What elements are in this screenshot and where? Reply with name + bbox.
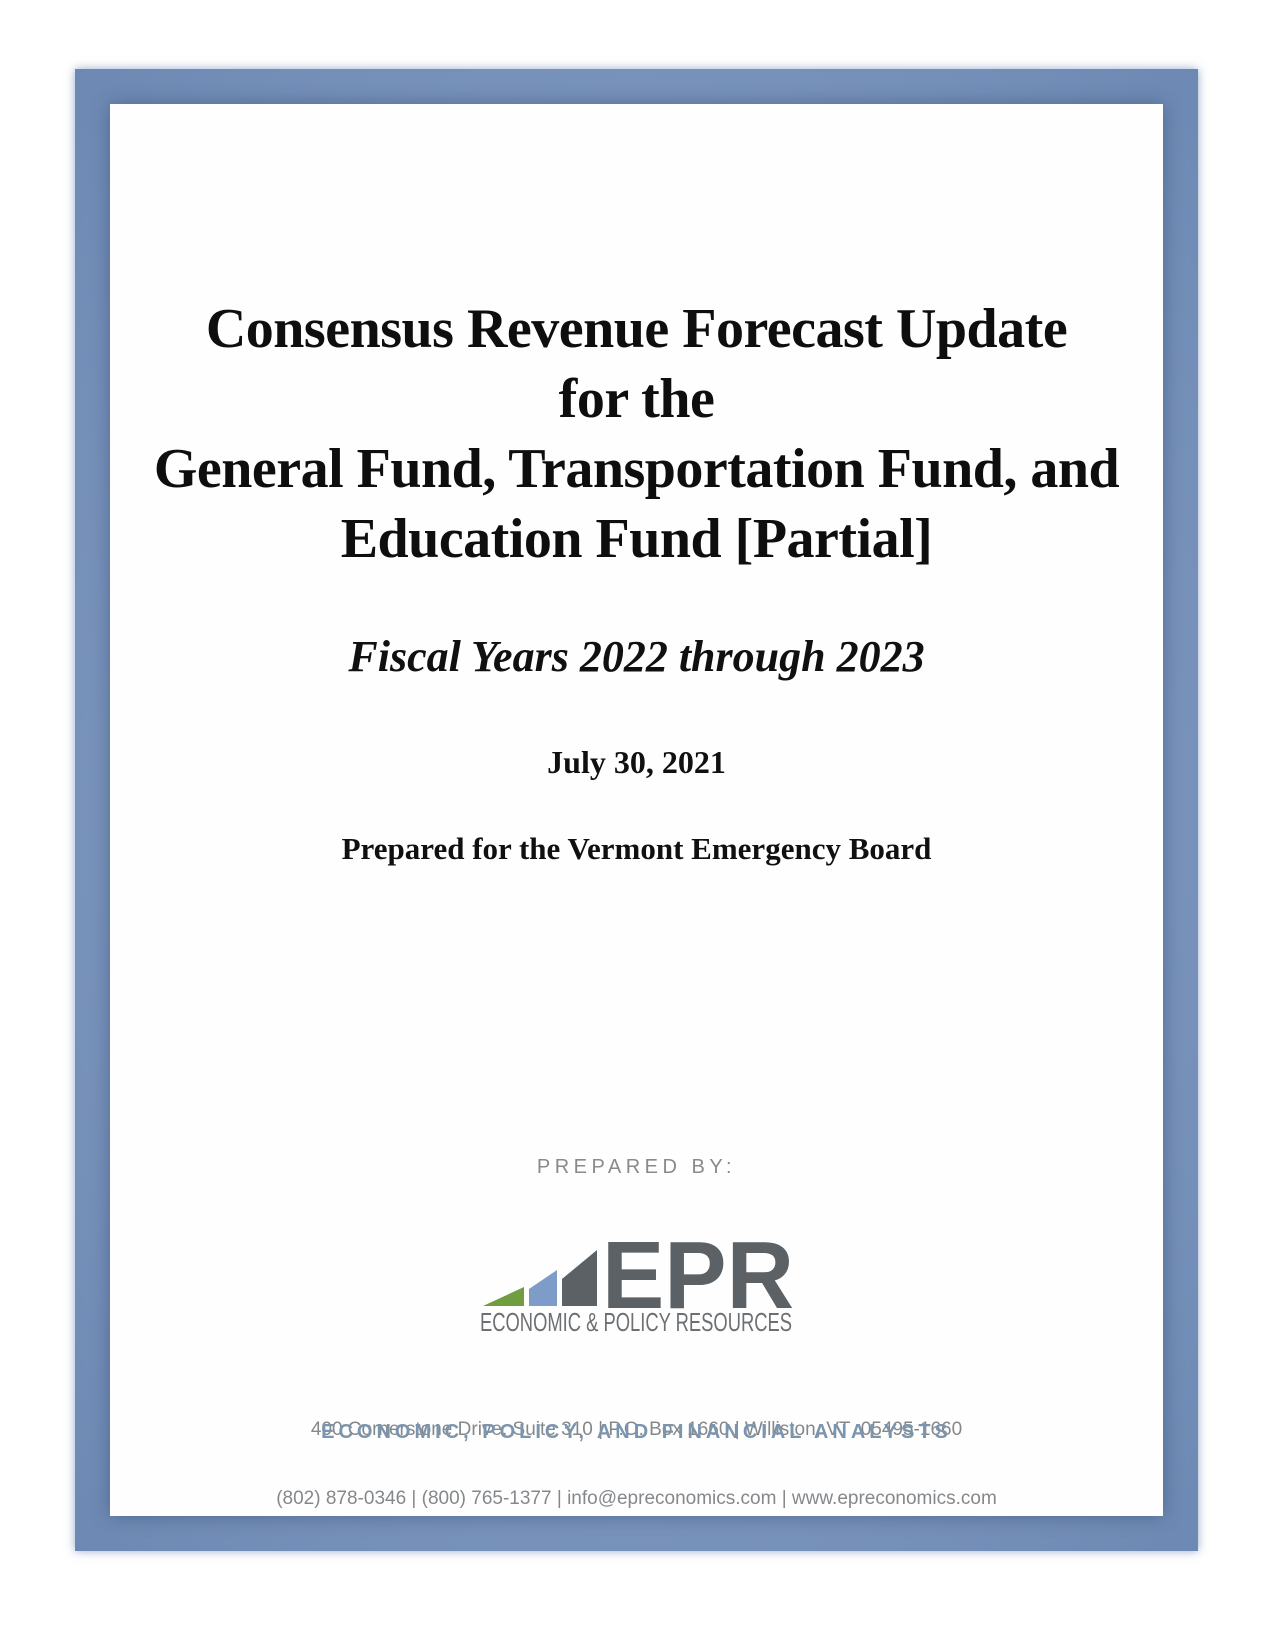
prepared-for-line: Prepared for the Vermont Emergency Board: [341, 831, 932, 866]
phone-web-line: (802) 878-0346 | (800) 765-1377 | info@e…: [276, 1488, 997, 1509]
fiscal-years-subtitle: Fiscal Years 2022 through 2023: [348, 632, 925, 681]
decorative-border-frame: Consensus Revenue Forecast Update for th…: [75, 69, 1198, 1551]
logo-acronym: EPR: [602, 1237, 794, 1329]
logo-bar-green-icon: [482, 1287, 524, 1306]
title-line-4: Education Fund [Partial]: [340, 508, 933, 570]
company-tagline: ECONOMIC, POLICY, AND FINANCIAL ANALYSTS: [321, 1421, 952, 1443]
document-page: Consensus Revenue Forecast Update for th…: [110, 104, 1163, 1516]
epr-logo: EPR ECONOMIC & POLICY RESOURCES: [480, 1237, 794, 1337]
logo-bar-gray-icon: [561, 1250, 597, 1306]
logo-company-name: ECONOMIC & POLICY RESOURCES: [480, 1307, 792, 1337]
title-line-2: for the: [558, 368, 715, 430]
title-line-1: Consensus Revenue Forecast Update: [205, 298, 1068, 360]
address-line: 400 Cornerstone Drive, Suite 310 | P.O. …: [310, 1419, 963, 1440]
title-line-3: General Fund, Transportation Fund, and: [153, 438, 1120, 500]
document-date: July 30, 2021: [547, 744, 726, 780]
prepared-by-label: PREPARED BY:: [536, 1156, 737, 1178]
contact-info: 400 Cornerstone Drive, Suite 310 | P.O. …: [110, 1372, 1163, 1556]
logo-bar-blue-icon: [528, 1270, 557, 1306]
document-title: Consensus Revenue Forecast Update for th…: [110, 294, 1163, 574]
